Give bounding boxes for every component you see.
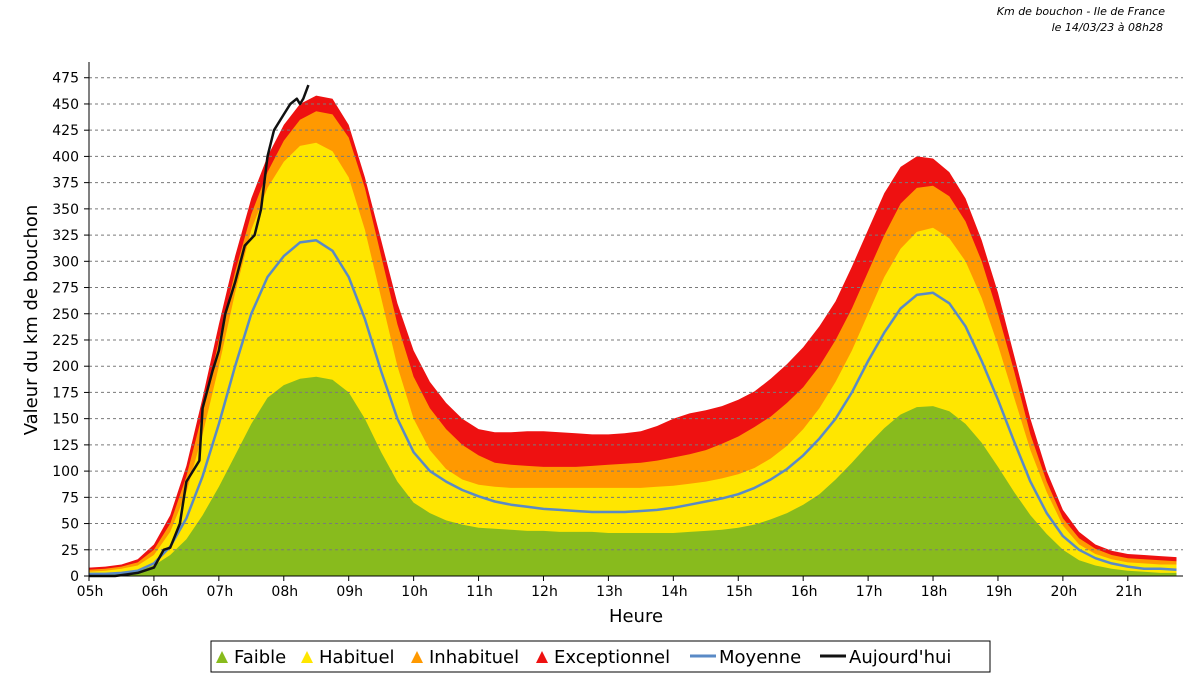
y-axis-title: Valeur du km de bouchon (21, 205, 42, 436)
axes: 0 25 50 75 100 125 150 175 200 225 250 275 300 325 350… (52, 62, 1183, 600)
grid-lines (89, 77, 1183, 551)
y-tick-label-325: 325 (52, 228, 79, 244)
y-tick-label-300: 300 (52, 254, 79, 270)
x-tick-label-20h: 20h (1051, 584, 1078, 600)
legend-item-aujourd-hui: Aujourd'hui (820, 647, 951, 668)
y-tick-label-425: 425 (52, 123, 79, 139)
y-tick-label-200: 200 (52, 359, 79, 375)
y-tick-label-50: 50 (61, 517, 79, 533)
x-tick-label-08h: 08h (271, 584, 298, 600)
x-tick-label-09h: 09h (336, 584, 363, 600)
legend-label-habituel: Habituel (319, 647, 395, 668)
y-tick-label-175: 175 (52, 385, 79, 401)
legend-item-inhabituel: Inhabituel (411, 647, 519, 668)
x-tick-label-15h: 15h (726, 584, 753, 600)
line-aujourd-hui (89, 84, 310, 578)
legend-swatch-habituel (301, 651, 313, 663)
series-lines (89, 84, 1177, 578)
legend: Faible Habituel Inhabituel Exceptionnel Moye… (210, 640, 991, 673)
legend-swatch-faible (216, 651, 228, 663)
y-tick-label-475: 475 (52, 71, 79, 87)
legend-label-inhabituel: Inhabituel (429, 647, 519, 668)
legend-item-faible: Faible (216, 647, 286, 668)
x-tick-label-16h: 16h (791, 584, 818, 600)
y-tick-label-125: 125 (52, 438, 79, 454)
x-tick-label-14h: 14h (661, 584, 688, 600)
x-tick-label-18h: 18h (921, 584, 948, 600)
legend-label-faible: Faible (234, 647, 286, 668)
y-tick-label-150: 150 (52, 412, 79, 428)
y-tick-label-350: 350 (52, 202, 79, 218)
y-tick-label-250: 250 (52, 307, 79, 323)
y-tick-label-375: 375 (52, 176, 79, 192)
x-tick-label-17h: 17h (856, 584, 883, 600)
legend-label-aujourd-hui: Aujourd'hui (849, 647, 951, 668)
legend-item-moyenne: Moyenne (690, 647, 801, 668)
x-tick-label-12h: 12h (531, 584, 558, 600)
legend-label-exceptionnel: Exceptionnel (554, 647, 670, 668)
x-tick-label-07h: 07h (207, 584, 234, 600)
legend-item-habituel: Habituel (301, 647, 395, 668)
x-tick-label-11h: 11h (466, 584, 493, 600)
chart-title: Km de bouchon - Ile de France (997, 5, 1165, 18)
x-tick-label-13h: 13h (596, 584, 623, 600)
y-tick-label-225: 225 (52, 333, 79, 349)
x-tick-label-19h: 19h (986, 584, 1013, 600)
y-tick-label-275: 275 (52, 281, 79, 297)
plot-area (89, 95, 1177, 577)
y-tick-label-100: 100 (52, 464, 79, 480)
legend-swatch-exceptionnel (536, 651, 548, 663)
legend-label-moyenne: Moyenne (719, 647, 801, 668)
x-tick-label-10h: 10h (401, 584, 428, 600)
x-tick-label-05h: 05h (77, 584, 104, 600)
y-tick-label-400: 400 (52, 149, 79, 165)
x-tick-label-06h: 06h (142, 584, 169, 600)
x-axis-title: Heure (609, 606, 663, 627)
y-tick-label-75: 75 (61, 490, 79, 506)
area-faible (89, 376, 1177, 576)
y-tick-label-25: 25 (61, 543, 79, 559)
y-tick-label-0: 0 (70, 569, 79, 585)
x-tick-label-21h: 21h (1115, 584, 1142, 600)
chart-subtitle: le 14/03/23 à 08h28 (1052, 21, 1163, 34)
y-tick-label-450: 450 (52, 97, 79, 113)
legend-swatch-inhabituel (411, 651, 423, 663)
line-moyenne (89, 239, 1177, 576)
legend-box (210, 640, 991, 673)
legend-item-exceptionnel: Exceptionnel (536, 647, 670, 668)
